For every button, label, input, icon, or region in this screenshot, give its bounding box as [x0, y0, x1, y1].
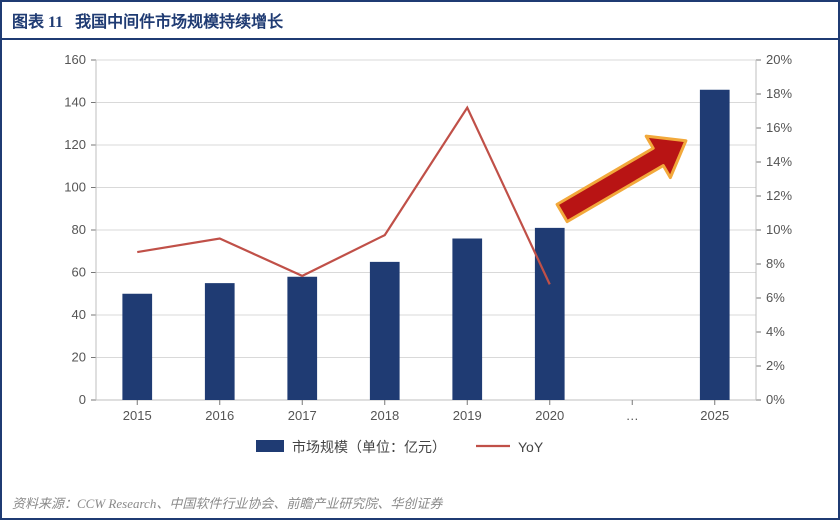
legend-line-label: YoY	[518, 439, 544, 455]
bar	[700, 90, 730, 400]
y-right-tick: 12%	[766, 188, 792, 203]
y-left-tick: 0	[79, 392, 86, 407]
chart-area: 0 20 40 60 80 100 120 140 160 0% 2% 4% 6% 8% 10% 12% 14%…	[2, 40, 838, 480]
source-line: 资料来源：CCW Research、中国软件行业协会、前瞻产业研究院、华创证券	[12, 493, 442, 512]
x-tick: 2020	[535, 408, 564, 423]
y-left-tick: 20	[72, 350, 86, 365]
y-right-tick: 6%	[766, 290, 785, 305]
bar	[370, 262, 400, 400]
y-left-tick: 80	[72, 222, 86, 237]
bar	[452, 239, 482, 401]
chart-number: 图表 11	[12, 14, 63, 31]
yoy-line	[137, 108, 550, 285]
y-right-tick: 2%	[766, 358, 785, 373]
bar	[122, 294, 152, 400]
y-left-tick: 160	[64, 52, 86, 67]
source-text: CCW Research、中国软件行业协会、前瞻产业研究院、华创证券	[77, 496, 442, 511]
y-left-tick: 140	[64, 95, 86, 110]
chart-title: 我国中间件市场规模持续增长	[75, 14, 283, 31]
y-right-tick: 10%	[766, 222, 792, 237]
y-right-tick: 8%	[766, 256, 785, 271]
legend-bar-swatch	[256, 440, 284, 452]
y-right-tick: 0%	[766, 392, 785, 407]
growth-arrow	[557, 136, 686, 221]
y-right-tick: 18%	[766, 86, 792, 101]
y-left-tick: 120	[64, 137, 86, 152]
bar	[205, 283, 235, 400]
x-tick: 2019	[453, 408, 482, 423]
y-right-tick: 16%	[766, 120, 792, 135]
x-tick: 2016	[205, 408, 234, 423]
x-tick: …	[626, 408, 639, 423]
bar	[287, 277, 317, 400]
chart-card: 图表 11 我国中间件市场规模持续增长 0 20 40 60 80 100 120 140 160…	[0, 0, 840, 520]
y-right-tick: 20%	[766, 52, 792, 67]
legend-bar-label: 市场规模（单位：亿元）	[292, 439, 446, 455]
chart-title-bar: 图表 11 我国中间件市场规模持续增长	[2, 2, 838, 40]
y-left-tick: 100	[64, 180, 86, 195]
x-tick: 2015	[123, 408, 152, 423]
bar	[535, 228, 565, 400]
combo-chart: 0 20 40 60 80 100 120 140 160 0% 2% 4% 6% 8% 10% 12% 14%…	[2, 40, 838, 480]
source-label: 资料来源：	[12, 496, 77, 511]
y-right-tick: 4%	[766, 324, 785, 339]
y-left-tick: 40	[72, 307, 86, 322]
y-left-tick: 60	[72, 265, 86, 280]
y-right-tick: 14%	[766, 154, 792, 169]
x-tick: 2025	[700, 408, 729, 423]
x-tick: 2017	[288, 408, 317, 423]
x-tick: 2018	[370, 408, 399, 423]
